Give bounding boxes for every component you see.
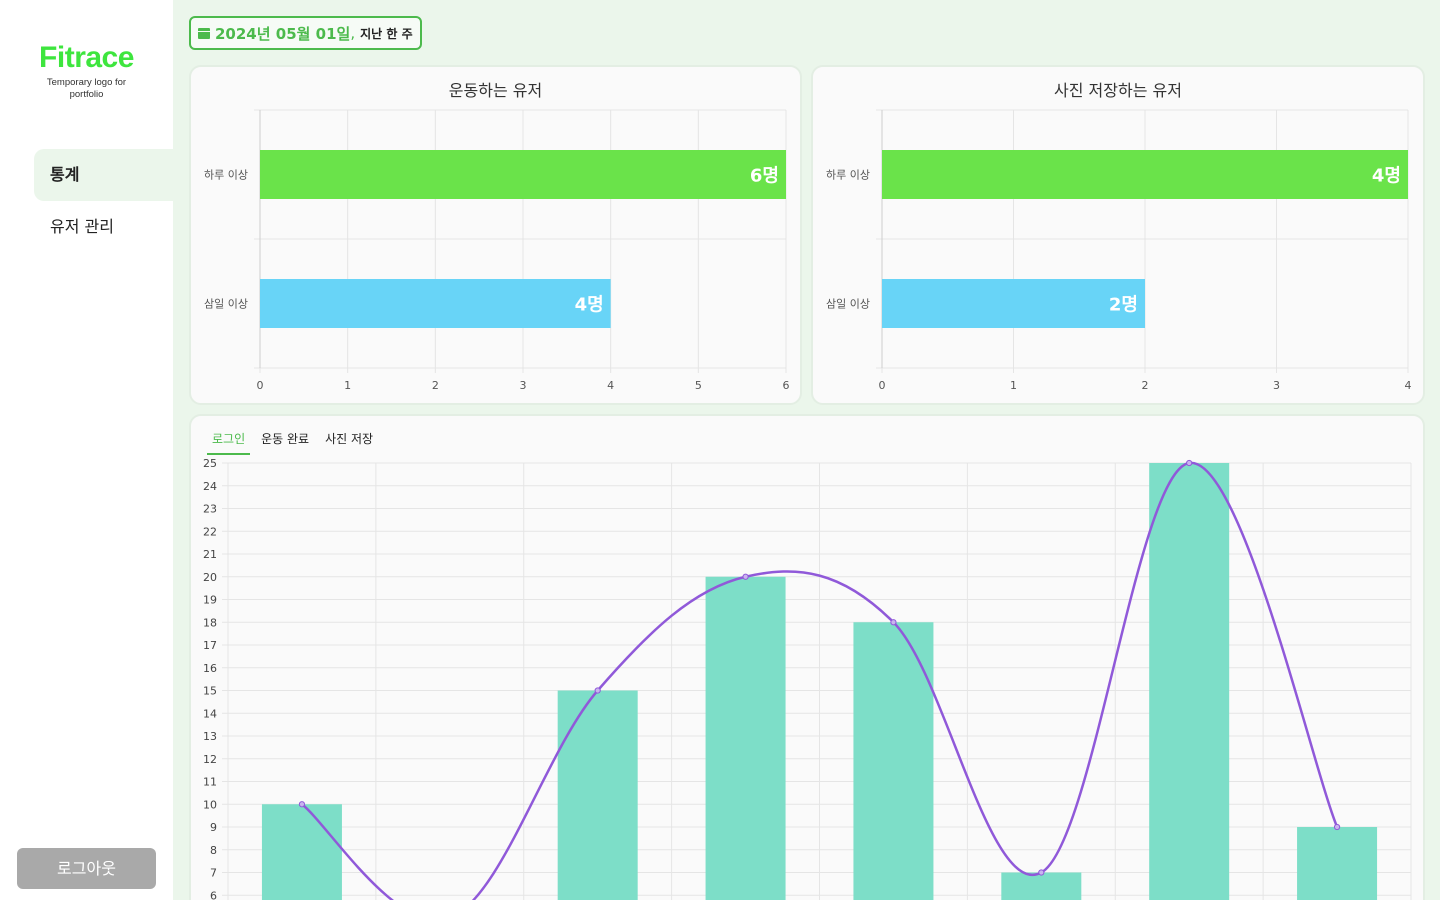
bar bbox=[1001, 872, 1082, 900]
tab-login[interactable]: 로그인 bbox=[207, 428, 251, 455]
nav-item-user-management[interactable]: 유저 관리 bbox=[50, 217, 114, 236]
bar bbox=[853, 622, 934, 900]
logout-button[interactable]: 로그아웃 bbox=[17, 848, 156, 889]
y-tick-label: 14 bbox=[203, 707, 217, 720]
category-label: 삼일 이상 bbox=[204, 297, 248, 311]
y-tick-label: 19 bbox=[203, 594, 217, 607]
bar-value-label: 4명 bbox=[1372, 166, 1401, 187]
category-label: 하루 이상 bbox=[204, 168, 248, 182]
x-tick-label: 5 bbox=[695, 379, 702, 392]
y-tick-label: 20 bbox=[203, 571, 217, 584]
logo-text: Fitrace bbox=[39, 41, 134, 74]
x-tick-label: 3 bbox=[1273, 379, 1280, 392]
y-tick-label: 7 bbox=[210, 867, 217, 880]
date-separator: , bbox=[350, 24, 356, 42]
tab-photo-save[interactable]: 사진 저장 bbox=[325, 432, 374, 446]
bar bbox=[882, 150, 1408, 199]
x-tick-label: 4 bbox=[607, 379, 614, 392]
category-label: 삼일 이상 bbox=[826, 297, 870, 311]
line-point bbox=[742, 573, 749, 580]
x-tick-label: 1 bbox=[1010, 379, 1017, 392]
y-tick-label: 13 bbox=[203, 730, 217, 743]
bar-value-label: 4명 bbox=[575, 295, 604, 316]
bar bbox=[261, 804, 342, 900]
x-tick-label: 3 bbox=[520, 379, 527, 392]
bar bbox=[1149, 463, 1230, 900]
y-tick-label: 17 bbox=[203, 639, 217, 652]
sidebar: Fitrace Temporary logo for portfolio 통계 … bbox=[0, 0, 173, 900]
y-tick-label: 21 bbox=[203, 548, 217, 561]
line-point bbox=[1038, 869, 1045, 876]
nav-item-statistics[interactable]: 통계 bbox=[34, 149, 173, 201]
y-tick-label: 11 bbox=[203, 776, 217, 789]
activity-trend-card: 로그인 운동 완료 사진 저장 25 24 23 22 21 20 19 18 17 16 15 14… bbox=[189, 414, 1425, 900]
y-tick-label: 16 bbox=[203, 662, 217, 675]
y-tick-label: 23 bbox=[203, 503, 217, 516]
y-tick-label: 6 bbox=[210, 889, 217, 900]
date-range-picker[interactable]: 2024년 05월 01일 , 지난 한 주 bbox=[189, 16, 422, 50]
logo[interactable]: Fitrace Temporary logo for portfolio bbox=[0, 40, 173, 101]
date-range-label: 지난 한 주 bbox=[360, 26, 413, 41]
x-tick-label: 2 bbox=[432, 379, 439, 392]
bar bbox=[882, 279, 1145, 328]
bar bbox=[557, 690, 638, 900]
chart-title: 운동하는 유저 bbox=[448, 81, 543, 100]
bar bbox=[260, 150, 786, 199]
bar bbox=[705, 576, 786, 900]
y-tick-label: 18 bbox=[203, 616, 217, 629]
line-point bbox=[1186, 459, 1193, 467]
logo-subtitle: Temporary logo for portfolio bbox=[46, 77, 127, 100]
bar-value-label: 2명 bbox=[1109, 295, 1138, 316]
bar bbox=[260, 279, 611, 328]
bar-value-label: 6명 bbox=[750, 166, 779, 187]
tab-exercise-complete[interactable]: 운동 완료 bbox=[261, 432, 310, 446]
y-tick-label: 22 bbox=[203, 525, 217, 538]
chart-title: 사진 저장하는 유저 bbox=[1054, 81, 1182, 100]
y-tick-label: 25 bbox=[203, 457, 217, 470]
login-trend-chart: 25 24 23 22 21 20 19 18 17 16 15 14 13 12 11 10 9 8 7 6 bbox=[203, 457, 1412, 900]
category-label: 하루 이상 bbox=[826, 168, 870, 182]
line-point bbox=[890, 619, 897, 626]
x-tick-label: 6 bbox=[783, 379, 790, 392]
y-tick-label: 12 bbox=[203, 753, 217, 766]
y-tick-label: 9 bbox=[210, 821, 217, 834]
calendar-icon bbox=[198, 27, 210, 39]
x-tick-label: 4 bbox=[1405, 379, 1412, 392]
y-tick-label: 10 bbox=[203, 798, 217, 811]
y-tick-label: 24 bbox=[203, 480, 217, 493]
x-tick-label: 0 bbox=[257, 379, 264, 392]
x-tick-label: 2 bbox=[1142, 379, 1149, 392]
line-point bbox=[594, 687, 601, 694]
metric-tabs: 로그인 운동 완료 사진 저장 bbox=[207, 428, 384, 455]
y-tick-label: 15 bbox=[203, 685, 217, 698]
y-tick-label: 8 bbox=[210, 844, 217, 857]
selected-date: 2024년 05월 01일 bbox=[215, 24, 351, 43]
bar bbox=[1297, 827, 1378, 900]
line-point bbox=[1333, 823, 1341, 831]
x-tick-label: 1 bbox=[344, 379, 351, 392]
x-tick-label: 0 bbox=[879, 379, 886, 392]
line-point bbox=[298, 801, 306, 808]
